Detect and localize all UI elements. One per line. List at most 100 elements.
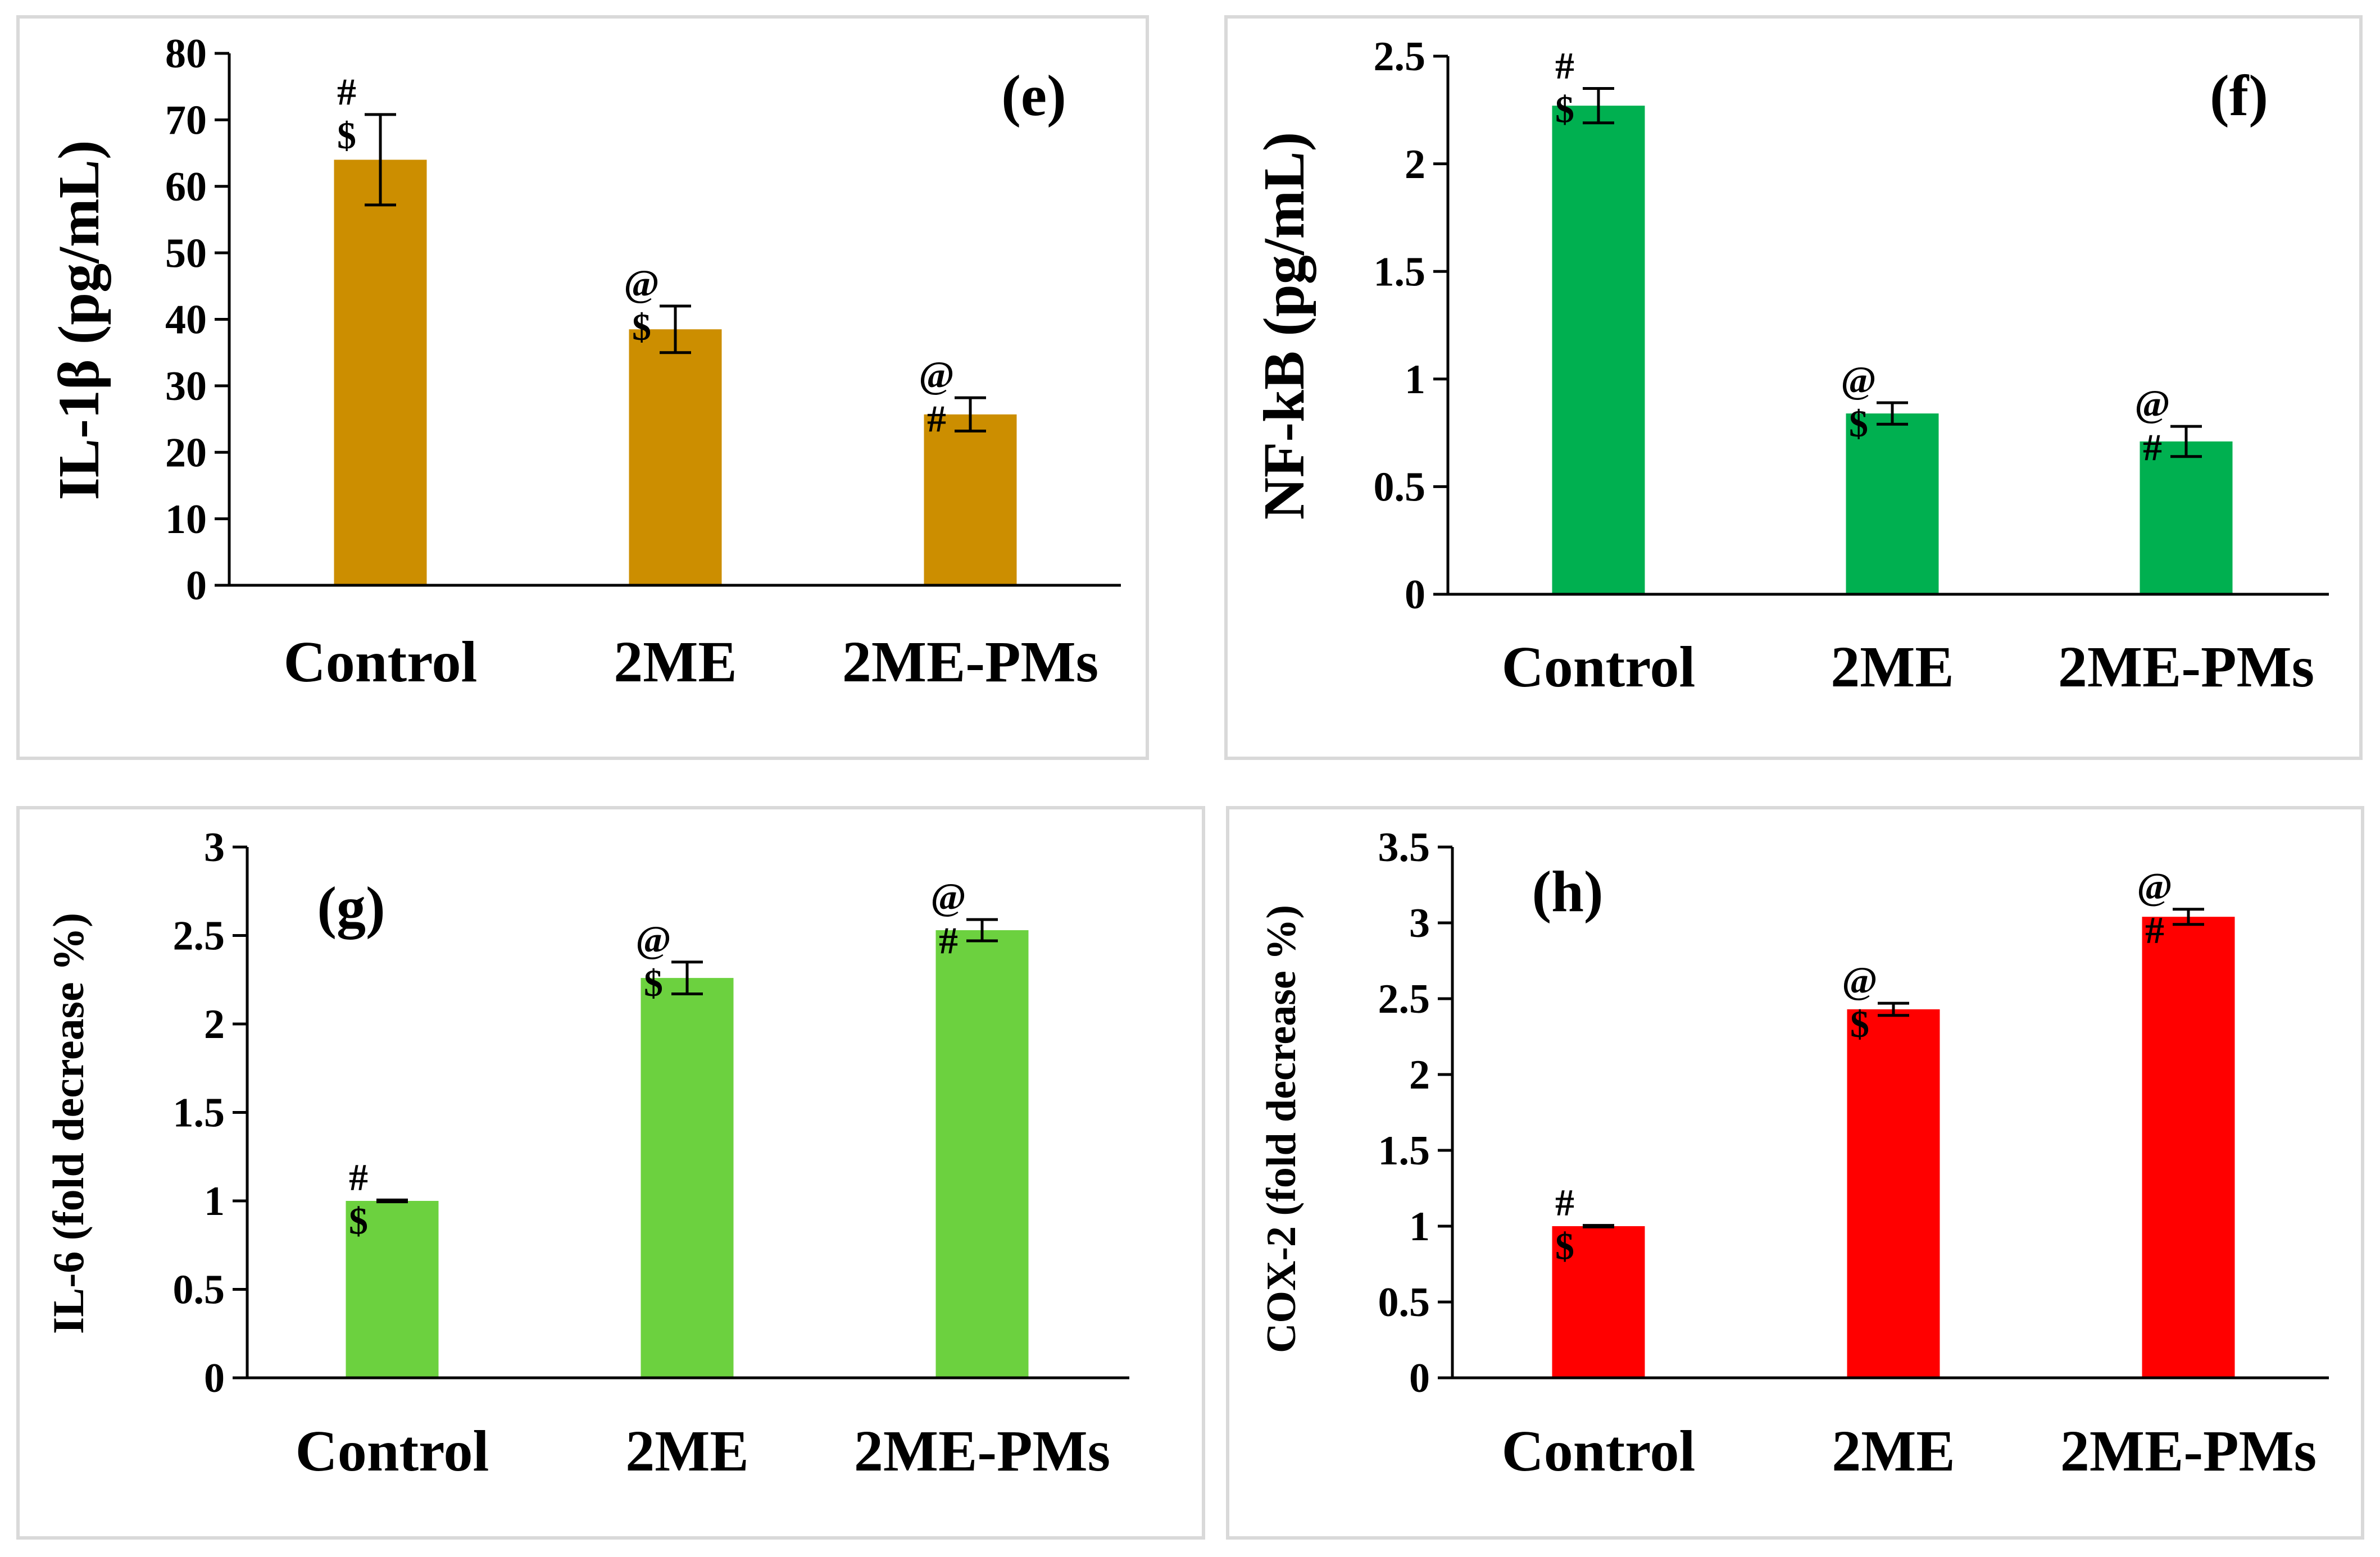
x-tick-label: 2ME-PMs	[2060, 1419, 2317, 1483]
significance-mark: @	[2137, 865, 2172, 908]
significance-mark: #	[349, 1155, 368, 1198]
y-tick-label: 30	[165, 363, 207, 409]
x-tick-label: Control	[1502, 1419, 1696, 1483]
y-tick-label: 70	[165, 98, 207, 144]
bar	[629, 329, 722, 585]
y-tick-label: 2	[1405, 142, 1425, 188]
y-tick-label: 0.5	[1378, 1280, 1430, 1326]
y-tick-label: 2	[1409, 1052, 1430, 1098]
error-bar	[1583, 86, 1614, 125]
error-bar	[376, 1198, 408, 1204]
significance-mark: @	[930, 875, 966, 918]
chart-panel-g: (g) IL-6 (fold decrease %) #$@$@#00.511.…	[16, 806, 1205, 1540]
x-tick-label: 2ME	[1831, 635, 1954, 699]
error-bar	[1878, 1001, 1909, 1017]
significance-mark: $	[1849, 402, 1868, 445]
panel-label: (g)	[317, 875, 385, 940]
error-bar	[2170, 425, 2202, 458]
y-tick-label: 60	[165, 164, 207, 210]
y-axis-label: NF-kB (pg/mL)	[1252, 132, 1316, 520]
x-tick-label: 2ME-PMs	[842, 630, 1098, 694]
panel-frame	[16, 15, 1149, 760]
y-axis-label: COX-2 (fold decrease %)	[1259, 905, 1305, 1353]
bar	[1847, 1009, 1940, 1378]
significance-mark: #	[939, 919, 958, 962]
y-tick-label: 0.5	[1374, 465, 1426, 511]
significance-mark: @	[624, 262, 659, 304]
bar	[1552, 106, 1645, 595]
y-tick-label: 3	[204, 825, 225, 871]
significance-mark: #	[2143, 426, 2162, 468]
significance-mark: $	[1555, 1225, 1574, 1268]
error-bar	[955, 396, 986, 432]
bar	[935, 930, 1029, 1378]
y-tick-label: 1.5	[1378, 1128, 1430, 1174]
error-bar	[966, 918, 998, 943]
panel-label: (h)	[1532, 859, 1603, 924]
y-tick-label: 1	[1409, 1204, 1430, 1250]
error-bar	[671, 960, 703, 995]
y-tick-label: 2.5	[1378, 976, 1430, 1022]
significance-mark: @	[1842, 959, 1877, 1001]
x-tick-label: 2ME-PMs	[854, 1419, 1110, 1483]
y-tick-label: 1.5	[173, 1090, 225, 1136]
y-axis-label: IL-1β (pg/mL)	[47, 140, 111, 500]
significance-mark: $	[337, 114, 356, 157]
chart-panel-h: (h) COX-2 (fold decrease %) #$@$@#00.511…	[1226, 806, 2364, 1540]
bar	[924, 414, 1017, 585]
y-tick-label: 0	[1409, 1355, 1430, 1401]
y-tick-label: 10	[165, 497, 207, 543]
y-tick-label: 2.5	[173, 913, 225, 959]
bar	[1846, 413, 1939, 594]
bar	[2142, 917, 2235, 1378]
significance-mark: #	[2145, 909, 2164, 952]
x-tick-label: Control	[284, 630, 478, 694]
y-tick-label: 2	[204, 1001, 225, 1048]
bar	[1552, 1226, 1645, 1378]
y-tick-label: 0	[1405, 572, 1425, 618]
significance-mark: #	[1555, 1181, 1574, 1224]
bar	[346, 1201, 439, 1378]
significance-mark: $	[632, 306, 651, 348]
y-tick-label: 40	[165, 297, 207, 343]
error-bar	[365, 113, 396, 207]
y-tick-label: 0	[186, 563, 207, 609]
x-tick-label: Control	[1502, 635, 1696, 699]
significance-mark: $	[1850, 1003, 1869, 1045]
x-tick-label: Control	[296, 1419, 489, 1483]
y-tick-label: 3.5	[1378, 825, 1430, 871]
panel-label: (e)	[1001, 63, 1066, 128]
error-bar	[2173, 908, 2204, 926]
x-tick-label: 2ME	[625, 1419, 749, 1483]
x-tick-label: 2ME	[1832, 1419, 1955, 1483]
significance-mark: $	[644, 962, 663, 1004]
panel-frame	[1224, 15, 2363, 760]
significance-mark: $	[349, 1199, 368, 1242]
x-tick-label: 2ME-PMs	[2058, 635, 2314, 699]
y-tick-label: 1	[1405, 357, 1425, 403]
error-bar	[660, 304, 691, 354]
bar	[641, 978, 734, 1378]
y-tick-label: 80	[165, 31, 207, 77]
significance-mark: $	[1555, 88, 1574, 130]
significance-mark: @	[919, 353, 954, 396]
significance-mark: @	[635, 918, 671, 960]
chart-panel-f: (f) NF-kB (pg/mL) #$@$ @#00.511.522.5Cont…	[1224, 15, 2363, 760]
y-tick-label: 20	[165, 430, 207, 476]
significance-mark: #	[337, 70, 356, 113]
bar	[334, 160, 427, 585]
y-axis-label: IL-6 (fold decrease %)	[44, 913, 93, 1334]
significance-mark: #	[927, 397, 946, 440]
panel-label: (f)	[2210, 63, 2268, 128]
x-tick-label: 2ME	[614, 630, 737, 694]
significance-mark: @	[1841, 358, 1876, 401]
y-tick-label: 50	[165, 230, 207, 276]
error-bar	[1877, 401, 1908, 426]
bar	[2140, 441, 2233, 594]
y-tick-label: 1	[204, 1178, 225, 1224]
